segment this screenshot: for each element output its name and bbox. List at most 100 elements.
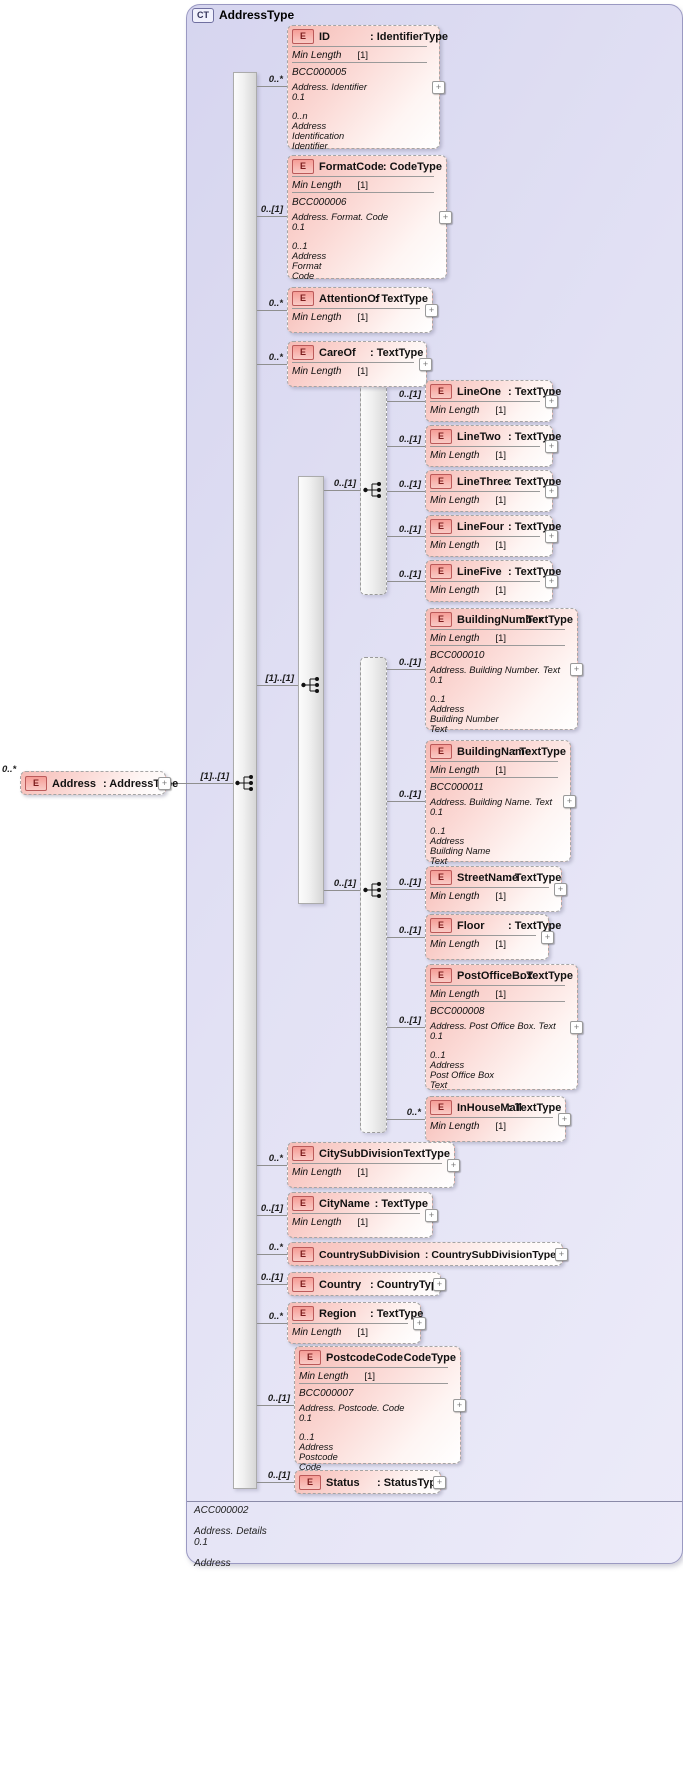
main-sequence-bar	[233, 72, 257, 1489]
element-box-citysubdivision[interactable]: E CitySubDivision: TextType Min Length [1]…	[287, 1142, 460, 1188]
facet-row: Min Length [1]	[430, 633, 507, 644]
expand-button[interactable]: +	[570, 1021, 583, 1034]
element-box-buildingname[interactable]: E BuildingName: TextType Min Length [1] BC…	[425, 740, 576, 866]
expand-button[interactable]: +	[432, 81, 445, 94]
element-box-cityname[interactable]: E CityName: TextType Min Length [1] +	[287, 1192, 438, 1238]
cardinality-citysubdivision: 0..*	[268, 1153, 283, 1164]
element-box-linefour[interactable]: E LineFour: TextType Min Length [1] +	[425, 515, 561, 557]
element-box-linethree[interactable]: E LineThree: TextType Min Length [1] +	[425, 470, 561, 512]
expand-button[interactable]: +	[419, 358, 432, 371]
ccts-code: BCC000008	[430, 1006, 485, 1017]
cardinality-linefive: 0..[1]	[398, 569, 421, 580]
element-name: AttentionOf	[319, 292, 380, 305]
expand-button[interactable]: +	[413, 1317, 426, 1330]
connector-lineone	[387, 401, 425, 402]
expand-button[interactable]: +	[554, 883, 567, 896]
connector-root	[166, 783, 233, 784]
facet-row: Min Length [1]	[430, 540, 507, 551]
annotation: Address. Format. Code 0.1 0..1 Address F…	[292, 212, 389, 281]
element-type: : CountrySubDivisionType	[424, 1248, 556, 1261]
facet-row: Min Length [1]	[292, 1327, 369, 1338]
expand-button[interactable]: +	[433, 1476, 446, 1489]
expand-button[interactable]: +	[558, 1113, 571, 1126]
expand-button[interactable]: +	[545, 575, 558, 588]
expand-button[interactable]: +	[545, 440, 558, 453]
expand-button[interactable]: +	[425, 1209, 438, 1222]
element-box-streetname[interactable]: E StreetName: TextType Min Length [1] +	[425, 866, 567, 912]
expand-button[interactable]: +	[158, 777, 171, 790]
expand-button[interactable]: +	[570, 663, 583, 676]
element-box-linetwo[interactable]: E LineTwo: TextType Min Length [1] +	[425, 425, 561, 467]
element-type: : TextType	[508, 565, 562, 578]
cardinality-countrysubdivision: 0..*	[268, 1242, 283, 1253]
element-box-postcodecode[interactable]: E PostcodeCode: CodeType Min Length [1] BC…	[294, 1346, 466, 1472]
complex-type-annotation: ACC000002 Address. Details 0.1 Address	[194, 1505, 267, 1569]
divider	[430, 446, 540, 447]
divider	[430, 761, 558, 762]
element-type: : TextType	[508, 919, 562, 932]
connector-buildingnumber	[387, 669, 425, 670]
element-type: : TextType	[508, 430, 562, 443]
element-badge: E	[292, 1277, 314, 1292]
divider	[430, 536, 540, 537]
element-box-lineone[interactable]: E LineOne: TextType Min Length [1] +	[425, 380, 561, 422]
expand-button[interactable]: +	[545, 530, 558, 543]
sequence-icon	[301, 677, 319, 693]
facet-row: Min Length [1]	[430, 495, 507, 506]
element-box-address-root[interactable]: E Address: AddressType +	[20, 771, 178, 795]
expand-button[interactable]: +	[433, 1278, 446, 1291]
connector-linetwo	[387, 446, 425, 447]
element-badge: E	[430, 870, 452, 885]
element-type: : TextType	[374, 1197, 428, 1210]
element-type: : TextType	[370, 1307, 424, 1320]
element-name: BuildingNumber	[457, 613, 543, 626]
element-box-linefive[interactable]: E LineFive: TextType Min Length [1] +	[425, 560, 561, 602]
expand-button[interactable]: +	[545, 395, 558, 408]
connector-inner-sequence	[257, 685, 298, 686]
element-badge: E	[430, 519, 452, 534]
expand-button[interactable]: +	[447, 1159, 460, 1172]
element-name: PostcodeCode	[326, 1351, 404, 1364]
divider	[292, 1163, 442, 1164]
element-box-countrysubdivision[interactable]: E CountrySubDivision: CountrySubDivisionT…	[287, 1242, 568, 1266]
element-type: : TextType	[508, 475, 562, 488]
element-badge: E	[430, 1100, 452, 1115]
element-box-buildingnumber[interactable]: E BuildingNumber: TextType Min Length [1] …	[425, 608, 583, 734]
element-box-country[interactable]: E Country: CountryType +	[287, 1272, 446, 1296]
element-box-formatcode[interactable]: E FormatCode: CodeType Min Length [1] BCC0…	[287, 155, 452, 281]
element-box-attentionof[interactable]: E AttentionOf: TextType Min Length [1] +	[287, 287, 438, 333]
divider	[299, 1383, 448, 1384]
inner-sequence-bar	[298, 476, 324, 904]
cardinality-floor: 0..[1]	[398, 925, 421, 936]
divider	[430, 401, 540, 402]
expand-button[interactable]: +	[563, 795, 576, 808]
divider	[292, 1323, 408, 1324]
element-badge: E	[430, 612, 452, 627]
connector-citysubdivision	[257, 1165, 287, 1166]
cardinality-cityname: 0..[1]	[260, 1203, 283, 1214]
connector-linefive	[387, 581, 425, 582]
element-badge: E	[299, 1475, 321, 1490]
facet-row: Min Length [1]	[292, 366, 369, 377]
annotation: Address. Postcode. Code 0.1 0..1 Address…	[299, 1403, 405, 1472]
element-box-region[interactable]: E Region: TextType Min Length [1] +	[287, 1302, 426, 1344]
expand-button[interactable]: +	[453, 1399, 466, 1412]
element-box-inhousemail[interactable]: E InHouseMail: TextType Min Length [1] +	[425, 1096, 571, 1142]
element-box-floor[interactable]: E Floor: TextType Min Length [1] +	[425, 914, 561, 960]
building-street-group	[360, 657, 387, 1133]
sequence-icon	[235, 775, 253, 791]
element-name: CityName	[319, 1197, 370, 1210]
element-box-status[interactable]: E Status: StatusType +	[294, 1470, 446, 1494]
element-box-careof[interactable]: E CareOf: TextType Min Length [1] +	[287, 341, 432, 387]
sequence-icon	[363, 882, 381, 898]
element-box-id[interactable]: E ID: IdentifierType Min Length [1] BCC000…	[287, 25, 448, 151]
cardinality-careof: 0..*	[268, 352, 283, 363]
element-name: CountrySubDivision	[319, 1248, 420, 1261]
element-box-postofficebox[interactable]: E PostOfficeBox: TextType Min Length [1] B…	[425, 964, 583, 1090]
expand-button[interactable]: +	[439, 211, 452, 224]
expand-button[interactable]: +	[425, 304, 438, 317]
expand-button[interactable]: +	[555, 1248, 568, 1261]
expand-button[interactable]: +	[545, 485, 558, 498]
facet-row: Min Length [1]	[430, 405, 507, 416]
expand-button[interactable]: +	[541, 931, 554, 944]
